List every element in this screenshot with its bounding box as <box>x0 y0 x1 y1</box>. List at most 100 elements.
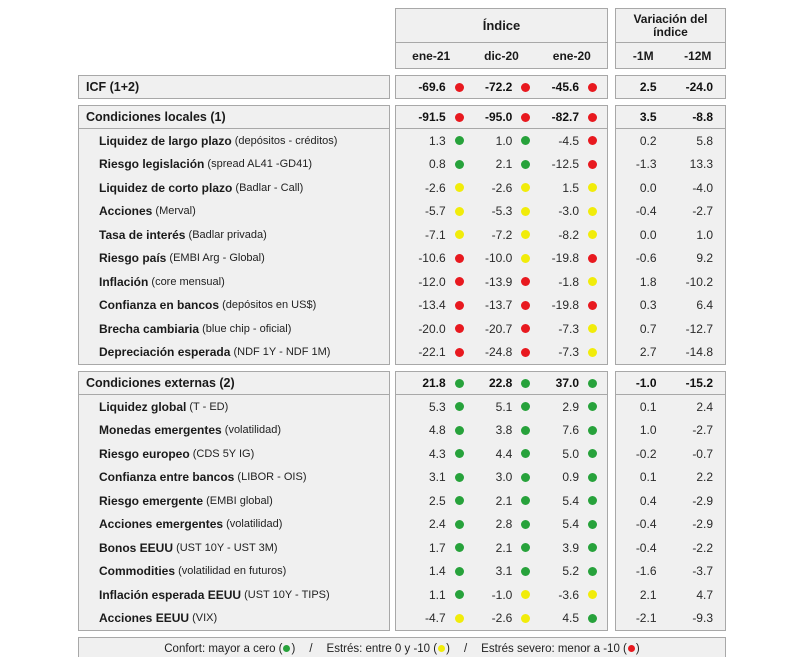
index-value: -3.6 <box>558 587 580 602</box>
index-value-group: 2.1 <box>469 541 536 555</box>
index-value-group: -2.6 <box>469 181 536 195</box>
index-values-row: 4.8 3.8 7.6 <box>396 419 607 443</box>
index-value: 0.9 <box>562 470 580 485</box>
index-value: -72.2 <box>484 80 513 94</box>
index-value-group: -12.5 <box>535 157 602 171</box>
status-dot-green <box>454 402 464 412</box>
table-row-index: -5.7 -5.3 -3.0 <box>396 200 607 224</box>
index-values-row: -20.0 -20.7 -7.3 <box>396 317 607 341</box>
index-value: -13.9 <box>484 274 513 289</box>
status-dot-green <box>283 645 291 652</box>
status-dot-green <box>454 159 464 169</box>
index-value: -8.2 <box>558 227 580 242</box>
index-value: 5.2 <box>562 564 580 579</box>
status-dot-green <box>454 136 464 146</box>
status-dot-red <box>588 300 598 310</box>
index-value-group: -19.8 <box>535 251 602 265</box>
variation-value: -3.7 <box>692 564 713 579</box>
status-dot-green <box>454 496 464 506</box>
variation-value: -2.2 <box>692 540 713 555</box>
table-row-label: Commodities (volatilidad en futuros) <box>79 560 389 584</box>
table-row-variation: -0.2 -0.7 <box>616 442 725 466</box>
status-dot-yellow <box>588 183 598 193</box>
indicator-detail: (T - ED) <box>186 400 229 413</box>
index-value: 2.8 <box>495 517 513 532</box>
section-body-band: Liquidez de largo plazo (depósitos - cré… <box>78 129 726 365</box>
variation-values-row: -1.6 -3.7 <box>616 560 725 584</box>
status-dot-red <box>588 253 598 263</box>
index-value-group: 1.4 <box>402 564 469 578</box>
index-value: -91.5 <box>418 110 446 124</box>
variation-value: -10.2 <box>685 274 713 289</box>
status-dot-green <box>588 425 598 435</box>
status-dot-green <box>521 378 531 388</box>
status-dot-green <box>521 543 531 553</box>
index-value-group: -10.6 <box>402 251 469 265</box>
index-value: -7.2 <box>491 227 513 242</box>
index-value-group: 1.3 <box>402 134 469 148</box>
status-dot-green <box>521 136 531 146</box>
variation-values-box: 3.5 -8.8 <box>615 105 726 129</box>
status-dot-green <box>521 159 531 169</box>
index-value: -7.1 <box>424 227 446 242</box>
index-value-group: -22.1 <box>402 345 469 359</box>
table-row-label: Liquidez de largo plazo (depósitos - cré… <box>79 129 389 153</box>
variation-value: -2.7 <box>692 423 713 438</box>
index-value: 5.0 <box>562 446 580 461</box>
index-value: 0.8 <box>428 157 446 172</box>
variation-value: -0.4 <box>635 204 657 219</box>
table-row-label: Riesgo legislación (spread AL41 -GD41) <box>79 153 389 177</box>
table-row-label: Liquidez de corto plazo (Badlar - Call) <box>79 176 389 200</box>
index-value: 2.1 <box>495 157 513 172</box>
indicator-name: Liquidez de corto plazo <box>99 180 233 195</box>
row-label: Condiciones externas (2) <box>78 371 390 395</box>
status-dot-red <box>454 347 464 357</box>
indicator-name: Riesgo país <box>99 251 167 266</box>
status-dot-yellow <box>588 206 598 216</box>
index-value: 1.5 <box>562 180 580 195</box>
section-body-band: Liquidez global (T - ED) Monedas emergent… <box>78 395 726 631</box>
index-value-group: 0.8 <box>402 157 469 171</box>
status-dot-green <box>454 543 464 553</box>
variation-value: -2.1 <box>635 611 657 626</box>
index-value-group: -82.7 <box>535 110 602 124</box>
indicator-index-box: 5.3 5.1 2.9 4.8 3.8 7.6 4.3 4.4 5.0 3.1 3.0 0.9 2.5 2… <box>395 395 608 631</box>
status-dot-green <box>521 425 531 435</box>
table-row-index: 2.4 2.8 5.4 <box>396 513 607 537</box>
status-dot-green <box>588 449 598 459</box>
indicator-index-box: 1.3 1.0 -4.5 0.8 2.1 -12.5 -2.6 -2.6 1.5 -5.7 -5.3… <box>395 129 608 365</box>
index-values-row: 4.3 4.4 5.0 <box>396 442 607 466</box>
indicator-detail: (core mensual) <box>148 275 225 288</box>
indicator-name: Tasa de interés <box>99 227 186 242</box>
variation-values-row: -0.4 -2.9 <box>616 513 725 537</box>
index-col-label: dic-20 <box>484 48 519 63</box>
indicator-name: Inflación esperada EEUU <box>99 587 242 602</box>
index-value: -69.6 <box>418 80 446 94</box>
indicator-name: Acciones EEUU <box>99 611 190 626</box>
index-value: -19.8 <box>551 251 580 266</box>
variation-value: -0.2 <box>635 446 657 461</box>
status-dot-red <box>454 82 464 92</box>
table-row-variation: -1.6 -3.7 <box>616 560 725 584</box>
index-values-row: 2.4 2.8 5.4 <box>396 513 607 537</box>
variation-value: 4.7 <box>696 587 713 602</box>
variation-value: -4.0 <box>692 180 713 195</box>
indicator-name: Bonos EEUU <box>99 540 174 555</box>
index-value: 22.8 <box>488 376 513 390</box>
index-values-box: -91.5 -95.0 -82.7 <box>395 105 608 129</box>
table-row-index: -4.7 -2.6 4.5 <box>396 607 607 631</box>
variation-value: 0.3 <box>639 298 657 313</box>
table-row-label: Depreciación esperada (NDF 1Y - NDF 1M) <box>79 341 389 365</box>
status-dot-green <box>454 590 464 600</box>
index-value: -24.8 <box>484 345 513 360</box>
index-value: -20.7 <box>484 321 513 336</box>
indicator-name: Liquidez de largo plazo <box>99 133 232 148</box>
variation-values-row: -0.6 9.2 <box>616 247 725 271</box>
indicator-detail: (UST 10Y - TIPS) <box>241 588 330 601</box>
variation-values-row: 0.4 -2.9 <box>616 489 725 513</box>
variation-value: -2.9 <box>692 517 713 532</box>
index-values-row: 1.1 -1.0 -3.6 <box>396 583 607 607</box>
status-dot-red <box>588 112 598 122</box>
index-value-group: -10.0 <box>469 251 536 265</box>
indicator-detail: (volatilidad en futuros) <box>175 565 287 578</box>
